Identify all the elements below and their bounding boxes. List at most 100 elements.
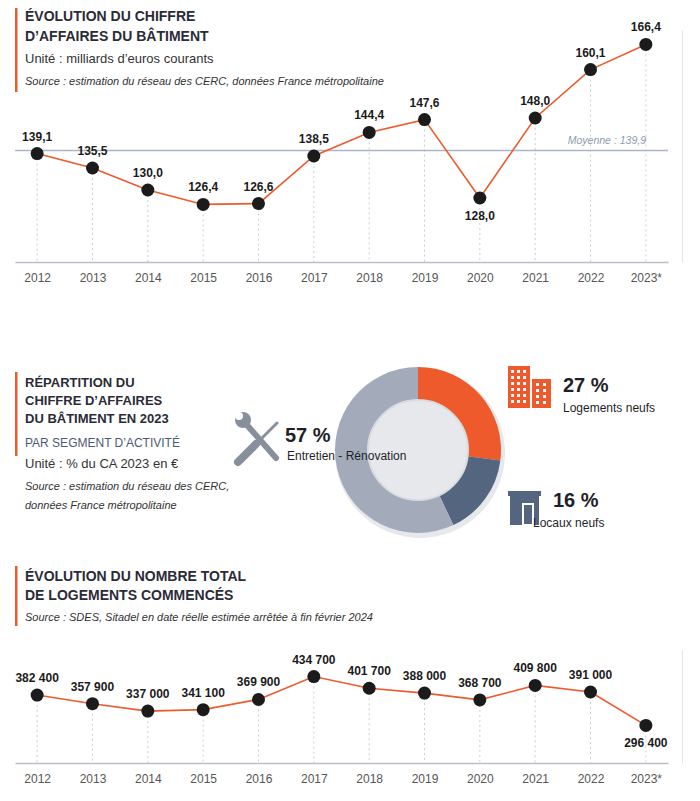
data-label: 128,0 — [465, 209, 495, 223]
drop-line — [424, 120, 425, 262]
drop-line — [535, 118, 536, 262]
icon-window — [511, 400, 514, 403]
drop-line — [147, 190, 148, 262]
x-tick: 2015 — [190, 772, 217, 786]
data-point — [307, 670, 320, 683]
y-axis — [682, 651, 683, 764]
x-tick-label: 2019 — [412, 772, 439, 786]
data-label: 135,5 — [77, 144, 107, 158]
y-axis-line — [682, 651, 683, 764]
drop-line — [37, 154, 38, 262]
drop-line — [258, 699, 259, 763]
data-point — [252, 197, 265, 210]
x-tick: 2016 — [246, 271, 273, 285]
x-tick: 2022 — [578, 772, 605, 786]
x-tick-label: 2023* — [631, 772, 663, 786]
source: Source : estimation du réseau des CERC, … — [25, 75, 384, 87]
x-tick: 2021 — [522, 772, 549, 786]
drop-line — [369, 688, 370, 763]
data-point — [363, 126, 376, 139]
title: ÉVOLUTION DU CHIFFRE — [25, 8, 195, 24]
x-tick: 2018 — [356, 271, 383, 285]
x-tick-label: 2020 — [467, 772, 494, 786]
icon-window — [511, 394, 514, 397]
x-axis-line — [16, 763, 669, 765]
x-tick-label: 2012 — [24, 772, 51, 786]
x-tick-label: 2015 — [190, 772, 217, 786]
data-point — [31, 689, 44, 702]
icon-window — [543, 389, 546, 392]
drop-line — [92, 704, 93, 763]
average-line — [15, 150, 668, 152]
source: Source : SDES, Sitadel en date réelle es… — [25, 611, 373, 623]
x-tick-label: 2021 — [522, 772, 549, 786]
icon-window — [511, 376, 514, 379]
icon-part — [235, 412, 251, 428]
category-label: Logements neufs — [563, 401, 655, 415]
icon-window — [536, 383, 539, 386]
icon-window — [543, 383, 546, 386]
data-label: 337 000 — [126, 687, 170, 701]
data-point — [473, 192, 486, 205]
x-tick-label: 2019 — [412, 271, 439, 285]
title-accent — [15, 8, 18, 92]
x-tick-label: 2014 — [135, 271, 162, 285]
title: DU BÂTIMENT EN 2023 — [25, 411, 169, 426]
data-point — [141, 705, 154, 718]
icon-window — [523, 394, 526, 397]
icon-window — [517, 388, 520, 391]
data-label: 126,4 — [188, 180, 218, 194]
source: Source : estimation du réseau des CERC, — [25, 480, 229, 492]
data-label: 341 100 — [181, 686, 225, 700]
data-point — [584, 686, 597, 699]
data-point — [86, 697, 99, 710]
icon-part — [508, 366, 530, 408]
data-label: 434 700 — [292, 653, 336, 667]
figure: ÉVOLUTION DU CHIFFRED’AFFAIRES DU BÂTIME… — [0, 0, 700, 801]
data-point — [418, 113, 431, 126]
icon-window — [517, 394, 520, 397]
data-point — [529, 679, 542, 692]
icon-part — [246, 424, 276, 458]
drop-line — [535, 685, 536, 763]
category-label: Locaux neufs — [533, 516, 604, 530]
drop-line — [369, 132, 370, 262]
icon-window — [543, 395, 546, 398]
page: ÉVOLUTION DU CHIFFRED’AFFAIRES DU BÂTIME… — [0, 0, 700, 801]
data-label: 382 400 — [15, 671, 59, 685]
x-tick: 2017 — [301, 772, 328, 786]
x-tick-label: 2015 — [190, 271, 217, 285]
icon-part — [238, 444, 256, 462]
subtitle: PAR SEGMENT D’ACTIVITÉ — [25, 435, 180, 450]
x-tick-label: 2021 — [522, 271, 549, 285]
drop-line — [590, 70, 591, 262]
data-label: 144,4 — [354, 108, 384, 122]
x-tick-label: 2012 — [24, 271, 51, 285]
title-accent — [15, 566, 18, 626]
data-point — [197, 198, 210, 211]
x-tick: 2017 — [301, 271, 328, 285]
x-tick: 2014 — [135, 772, 162, 786]
x-axis-line — [16, 262, 669, 264]
icon-window — [536, 401, 539, 404]
source: données France métropolitaine — [25, 499, 177, 511]
data-label: 166,4 — [631, 20, 661, 34]
data-point — [141, 184, 154, 197]
icon-part — [508, 491, 541, 496]
data-label: 368 700 — [458, 676, 502, 690]
drop-line — [147, 711, 148, 763]
drop-line — [590, 692, 591, 763]
data-point — [529, 112, 542, 125]
icon-tools — [235, 412, 277, 462]
data-point — [31, 147, 44, 160]
title: CHIFFRE D’AFFAIRES — [25, 393, 163, 408]
data-label: 16 % — [553, 489, 599, 511]
data-label: 130,0 — [133, 166, 163, 180]
data-label: 388 000 — [403, 669, 447, 683]
x-tick-label: 2013 — [80, 772, 107, 786]
average-label: Moyenne : 139,9 — [568, 134, 646, 146]
x-axis: 2012201320142015201620172018201920202021… — [16, 263, 669, 285]
x-tick-label: 2017 — [301, 772, 328, 786]
icon-part — [235, 412, 243, 420]
x-tick: 2018 — [356, 772, 383, 786]
